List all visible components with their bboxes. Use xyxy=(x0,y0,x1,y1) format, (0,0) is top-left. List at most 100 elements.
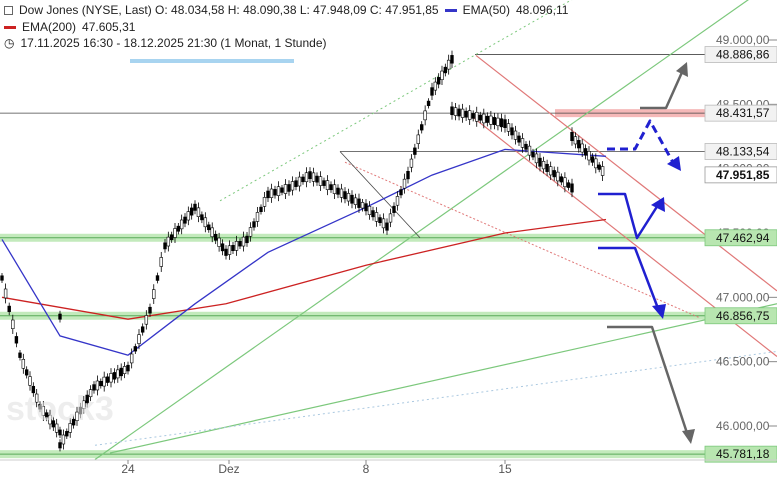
price-candle-body xyxy=(346,193,351,202)
arrowhead-icon xyxy=(676,62,688,77)
price-candle-body xyxy=(210,227,214,238)
price-candle-body xyxy=(426,100,431,107)
price-candle-body xyxy=(513,130,518,140)
price-candle-body xyxy=(18,352,22,358)
price-candle-body xyxy=(196,207,201,217)
price-candle-body xyxy=(423,110,427,121)
price-candle-body xyxy=(186,211,191,221)
price-candle-body xyxy=(95,380,100,391)
level-label[interactable]: 48.133,54 xyxy=(716,144,770,158)
price-candle-body xyxy=(220,243,225,252)
price-candle-body xyxy=(357,198,361,208)
price-candle-body xyxy=(563,177,567,188)
level-label[interactable]: 48.431,57 xyxy=(716,106,770,120)
level-label-box[interactable] xyxy=(704,166,777,184)
price-candle-body xyxy=(538,157,542,167)
price-candle-body xyxy=(109,373,113,383)
price-candle-body xyxy=(577,140,581,149)
price-candle-body xyxy=(460,108,465,118)
price-candle-body xyxy=(148,306,152,314)
price-candle-body xyxy=(388,213,393,223)
price-candle-body xyxy=(587,151,591,161)
price-candle-body xyxy=(166,236,171,247)
ema200-swatch-icon xyxy=(4,25,16,29)
price-candle-body xyxy=(28,376,32,386)
ema50-value: 48.096,11 xyxy=(515,3,569,17)
price-candle-body xyxy=(38,403,42,410)
level-label[interactable]: 45.781,18 xyxy=(716,447,770,461)
x-axis-tick-label: 8 xyxy=(363,462,370,476)
price-candle-body xyxy=(381,218,386,229)
price-candle-body xyxy=(273,189,277,196)
price-candle-body xyxy=(112,372,117,380)
connector-line xyxy=(339,151,421,239)
scenario-arrow-dashed xyxy=(607,119,677,167)
price-candle-body xyxy=(402,178,407,189)
price-candle-body xyxy=(597,164,601,170)
level-label-box[interactable] xyxy=(704,229,777,247)
level-label-box[interactable] xyxy=(704,143,777,160)
watermark-logo: stock3 xyxy=(6,390,114,428)
ema50-label: EMA(50) xyxy=(462,3,510,17)
price-candle-body xyxy=(520,138,525,148)
level-label[interactable]: 48.886,86 xyxy=(716,48,770,62)
time-range-bar[interactable] xyxy=(130,59,294,63)
level-label[interactable]: 46.856,75 xyxy=(716,309,770,323)
price-candle-body xyxy=(510,127,514,136)
level-label-box[interactable] xyxy=(704,46,777,63)
price-candle-body xyxy=(7,305,11,313)
price-candle-body xyxy=(583,148,588,156)
price-candle-body xyxy=(207,224,211,231)
price-candle-body xyxy=(144,315,149,325)
ema50-swatch-icon xyxy=(444,8,457,12)
price-candle-body xyxy=(545,163,549,172)
price-candle-body xyxy=(496,117,500,127)
price-candle-body xyxy=(159,257,163,267)
price-candle-body xyxy=(129,353,134,364)
price-candle-body xyxy=(506,123,511,132)
price-candle-body xyxy=(409,158,414,168)
price-candle-body xyxy=(179,219,184,230)
price-candle-body xyxy=(436,77,441,85)
checkbox-icon[interactable] xyxy=(4,5,13,15)
price-candle-body xyxy=(241,236,246,247)
price-candle-body xyxy=(350,194,354,204)
price-candle-body xyxy=(385,222,389,231)
price-candle-body xyxy=(82,400,86,410)
price-candle-body xyxy=(266,190,270,199)
level-label-box[interactable] xyxy=(704,445,777,463)
price-candle-body xyxy=(54,423,59,433)
price-candle-body xyxy=(570,132,574,141)
price-candle-body xyxy=(489,115,493,125)
level-label[interactable]: 47.951,85 xyxy=(716,168,770,182)
price-candle-body xyxy=(85,394,89,404)
price-candle-body xyxy=(364,203,368,212)
price-candle-body xyxy=(21,359,26,369)
ema200-label: EMA(200) xyxy=(22,20,77,34)
ema200-line xyxy=(1,218,607,320)
price-candle-body xyxy=(395,196,400,206)
level-label-box[interactable] xyxy=(704,307,777,325)
price-candle-body xyxy=(590,156,595,163)
price-candle-body xyxy=(126,364,130,372)
price-candle-body xyxy=(102,376,106,387)
price-candle-body xyxy=(450,55,454,64)
price-candle-body xyxy=(343,191,347,200)
price-candle-body xyxy=(318,176,323,186)
price-candle-body xyxy=(297,176,302,187)
price-candle-body xyxy=(433,81,438,91)
level-label-box[interactable] xyxy=(704,104,777,122)
price-candle-body xyxy=(137,334,141,344)
price-candle-body xyxy=(374,212,379,222)
price-candle-body xyxy=(304,172,309,183)
scenario-arrow-up xyxy=(598,192,660,240)
price-candle-body xyxy=(503,119,507,128)
level-label[interactable]: 47.462,94 xyxy=(716,231,770,245)
price-candle-body xyxy=(541,161,546,170)
price-candle-body xyxy=(200,214,204,221)
x-axis-tick-label: 15 xyxy=(498,462,512,476)
price-candle-body xyxy=(133,346,138,352)
price-candle-body xyxy=(301,176,305,183)
